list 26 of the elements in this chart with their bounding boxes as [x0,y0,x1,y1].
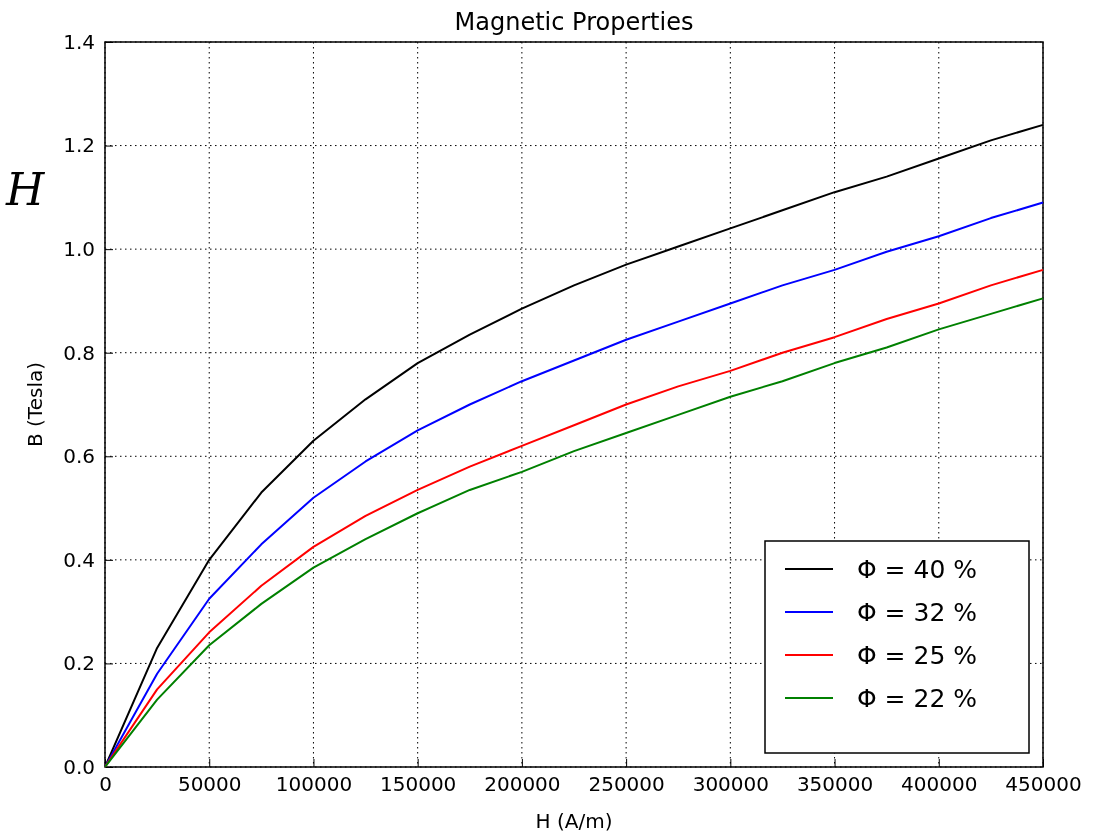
x-tick-label: 400000 [901,772,978,797]
legend-label: Φ = 40 % [857,555,978,584]
legend-label: Φ = 32 % [857,598,978,627]
x-tick-label: 250000 [588,772,665,797]
y-tick-label: 0.8 [63,340,95,365]
legend-label: Φ = 25 % [857,641,978,670]
legend-label: Φ = 22 % [857,684,978,713]
chart-title: Magnetic Properties [454,8,694,36]
x-tick-label: 450000 [1005,772,1082,797]
y-tick-label: 1.4 [63,29,95,54]
y-axis-title: B (Tesla) [23,361,47,448]
y-tick-label: 0.4 [63,547,95,572]
x-tick-label: 150000 [379,772,457,797]
y-tick-label: 0.0 [63,754,95,779]
y-tick-label: 1.2 [63,133,95,158]
y-tick-label: 0.6 [63,444,95,469]
x-axis-title: H (A/m) [535,809,613,833]
x-tick-label: 100000 [275,772,353,797]
text: H [5,164,46,215]
y-tick-label: 0.2 [63,651,95,676]
x-tick-label: 300000 [692,772,770,797]
y-tick-label: 1.0 [63,237,95,262]
x-tick-label: 0 [99,772,112,797]
x-tick-label: 350000 [796,772,874,797]
x-tick-label: 50000 [177,772,242,797]
x-tick-label: 200000 [484,772,561,797]
